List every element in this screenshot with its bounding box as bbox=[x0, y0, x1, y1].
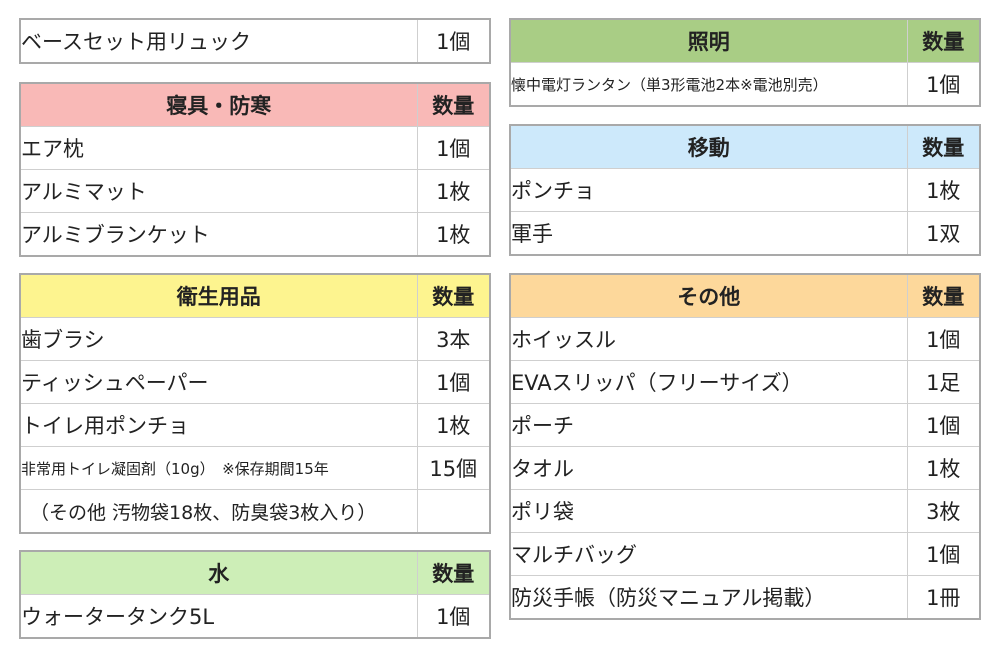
table-row: トイレ用ポンチョ 1枚 bbox=[20, 403, 490, 447]
table-row: 防災手帳（防災マニュアル掲載） 1冊 bbox=[510, 575, 980, 619]
item-name: タオル bbox=[510, 446, 907, 490]
item-name: トイレ用ポンチョ bbox=[20, 403, 417, 447]
table-row: EVAスリッパ（フリーサイズ） 1足 bbox=[510, 360, 980, 404]
table-row: ベースセット用リュック 1個 bbox=[20, 19, 490, 63]
item-qty: 1枚 bbox=[906, 168, 980, 212]
bedding-table: 寝具・防寒 数量 エア枕 1個 アルミマット 1枚 アルミブランケット 1枚 bbox=[19, 82, 491, 257]
item-qty: 1個 bbox=[416, 126, 490, 170]
item-name: 懐中電灯ランタン（単3形電池2本※電池別売） bbox=[510, 62, 907, 106]
section-title: 水 bbox=[20, 551, 417, 595]
item-qty: 3本 bbox=[416, 317, 490, 361]
item-name: 非常用トイレ凝固剤（10g） ※保存期間15年 bbox=[20, 446, 417, 490]
item-name: 歯ブラシ bbox=[20, 317, 417, 361]
qty-header: 数量 bbox=[906, 274, 980, 318]
note-row: （その他 汚物袋18枚、防臭袋3枚入り） bbox=[20, 489, 490, 533]
item-qty: 1枚 bbox=[416, 212, 490, 256]
qty-header: 数量 bbox=[906, 19, 980, 63]
table-row: 懐中電灯ランタン（単3形電池2本※電池別売） 1個 bbox=[510, 62, 980, 106]
qty-header: 数量 bbox=[416, 274, 490, 318]
section-title: 寝具・防寒 bbox=[20, 83, 417, 127]
item-name: ポーチ bbox=[510, 403, 907, 447]
item-qty: 1足 bbox=[906, 360, 980, 404]
item-name: アルミブランケット bbox=[20, 212, 417, 256]
item-qty: 1枚 bbox=[416, 169, 490, 213]
item-qty: 1個 bbox=[906, 62, 980, 106]
section-header: 水 数量 bbox=[20, 551, 490, 595]
item-name: エア枕 bbox=[20, 126, 417, 170]
section-header: その他 数量 bbox=[510, 274, 980, 318]
item-qty: 1個 bbox=[416, 594, 490, 638]
item-qty: 1双 bbox=[906, 211, 980, 255]
qty-header: 数量 bbox=[906, 125, 980, 169]
table-row: ウォータータンク5L 1個 bbox=[20, 594, 490, 638]
item-qty: 1枚 bbox=[416, 403, 490, 447]
section-title: 衛生用品 bbox=[20, 274, 417, 318]
hygiene-table: 衛生用品 数量 歯ブラシ 3本 ティッシュペーパー 1個 トイレ用ポンチョ 1枚… bbox=[19, 273, 491, 534]
item-name: 軍手 bbox=[510, 211, 907, 255]
item-name: アルミマット bbox=[20, 169, 417, 213]
item-qty: 3枚 bbox=[906, 489, 980, 533]
section-header: 移動 数量 bbox=[510, 125, 980, 169]
water-table: 水 数量 ウォータータンク5L 1個 bbox=[19, 550, 491, 639]
section-title: その他 bbox=[510, 274, 907, 318]
item-name: EVAスリッパ（フリーサイズ） bbox=[510, 360, 907, 404]
item-name: 防災手帳（防災マニュアル掲載） bbox=[510, 575, 907, 619]
item-qty: 15個 bbox=[416, 446, 490, 490]
item-qty: 1枚 bbox=[906, 446, 980, 490]
item-qty: 1個 bbox=[416, 360, 490, 404]
item-name: ホイッスル bbox=[510, 317, 907, 361]
item-name: ウォータータンク5L bbox=[20, 594, 417, 638]
movement-table: 移動 数量 ポンチョ 1枚 軍手 1双 bbox=[509, 124, 981, 256]
table-row: 軍手 1双 bbox=[510, 211, 980, 255]
qty-header: 数量 bbox=[416, 551, 490, 595]
section-header: 照明 数量 bbox=[510, 19, 980, 63]
item-name: ティッシュペーパー bbox=[20, 360, 417, 404]
table-row: エア枕 1個 bbox=[20, 126, 490, 170]
table-row: ポリ袋 3枚 bbox=[510, 489, 980, 533]
table-row: マルチバッグ 1個 bbox=[510, 532, 980, 576]
item-qty: 1個 bbox=[906, 532, 980, 576]
table-row: アルミマット 1枚 bbox=[20, 169, 490, 213]
table-row: ティッシュペーパー 1個 bbox=[20, 360, 490, 404]
qty-header: 数量 bbox=[416, 83, 490, 127]
lighting-table: 照明 数量 懐中電灯ランタン（単3形電池2本※電池別売） 1個 bbox=[509, 18, 981, 107]
section-header: 衛生用品 数量 bbox=[20, 274, 490, 318]
section-header: 寝具・防寒 数量 bbox=[20, 83, 490, 127]
hygiene-note: （その他 汚物袋18枚、防臭袋3枚入り） bbox=[20, 489, 417, 533]
table-row: 非常用トイレ凝固剤（10g） ※保存期間15年 15個 bbox=[20, 446, 490, 490]
table-row: ホイッスル 1個 bbox=[510, 317, 980, 361]
item-qty: 1個 bbox=[416, 19, 490, 63]
item-qty: 1冊 bbox=[906, 575, 980, 619]
item-qty: 1個 bbox=[906, 403, 980, 447]
table-row: 歯ブラシ 3本 bbox=[20, 317, 490, 361]
empty-qty-cell bbox=[416, 489, 490, 533]
item-name: マルチバッグ bbox=[510, 532, 907, 576]
table-row: タオル 1枚 bbox=[510, 446, 980, 490]
backpack-table: ベースセット用リュック 1個 bbox=[19, 18, 491, 64]
table-row: アルミブランケット 1枚 bbox=[20, 212, 490, 256]
item-name: ベースセット用リュック bbox=[21, 30, 251, 54]
item-qty: 1個 bbox=[906, 317, 980, 361]
table-row: ポンチョ 1枚 bbox=[510, 168, 980, 212]
section-title: 照明 bbox=[510, 19, 907, 63]
section-title: 移動 bbox=[510, 125, 907, 169]
item-name: ポリ袋 bbox=[510, 489, 907, 533]
item-name: ポンチョ bbox=[510, 168, 907, 212]
other-table: その他 数量 ホイッスル 1個 EVAスリッパ（フリーサイズ） 1足 ポーチ 1… bbox=[509, 273, 981, 620]
table-row: ポーチ 1個 bbox=[510, 403, 980, 447]
